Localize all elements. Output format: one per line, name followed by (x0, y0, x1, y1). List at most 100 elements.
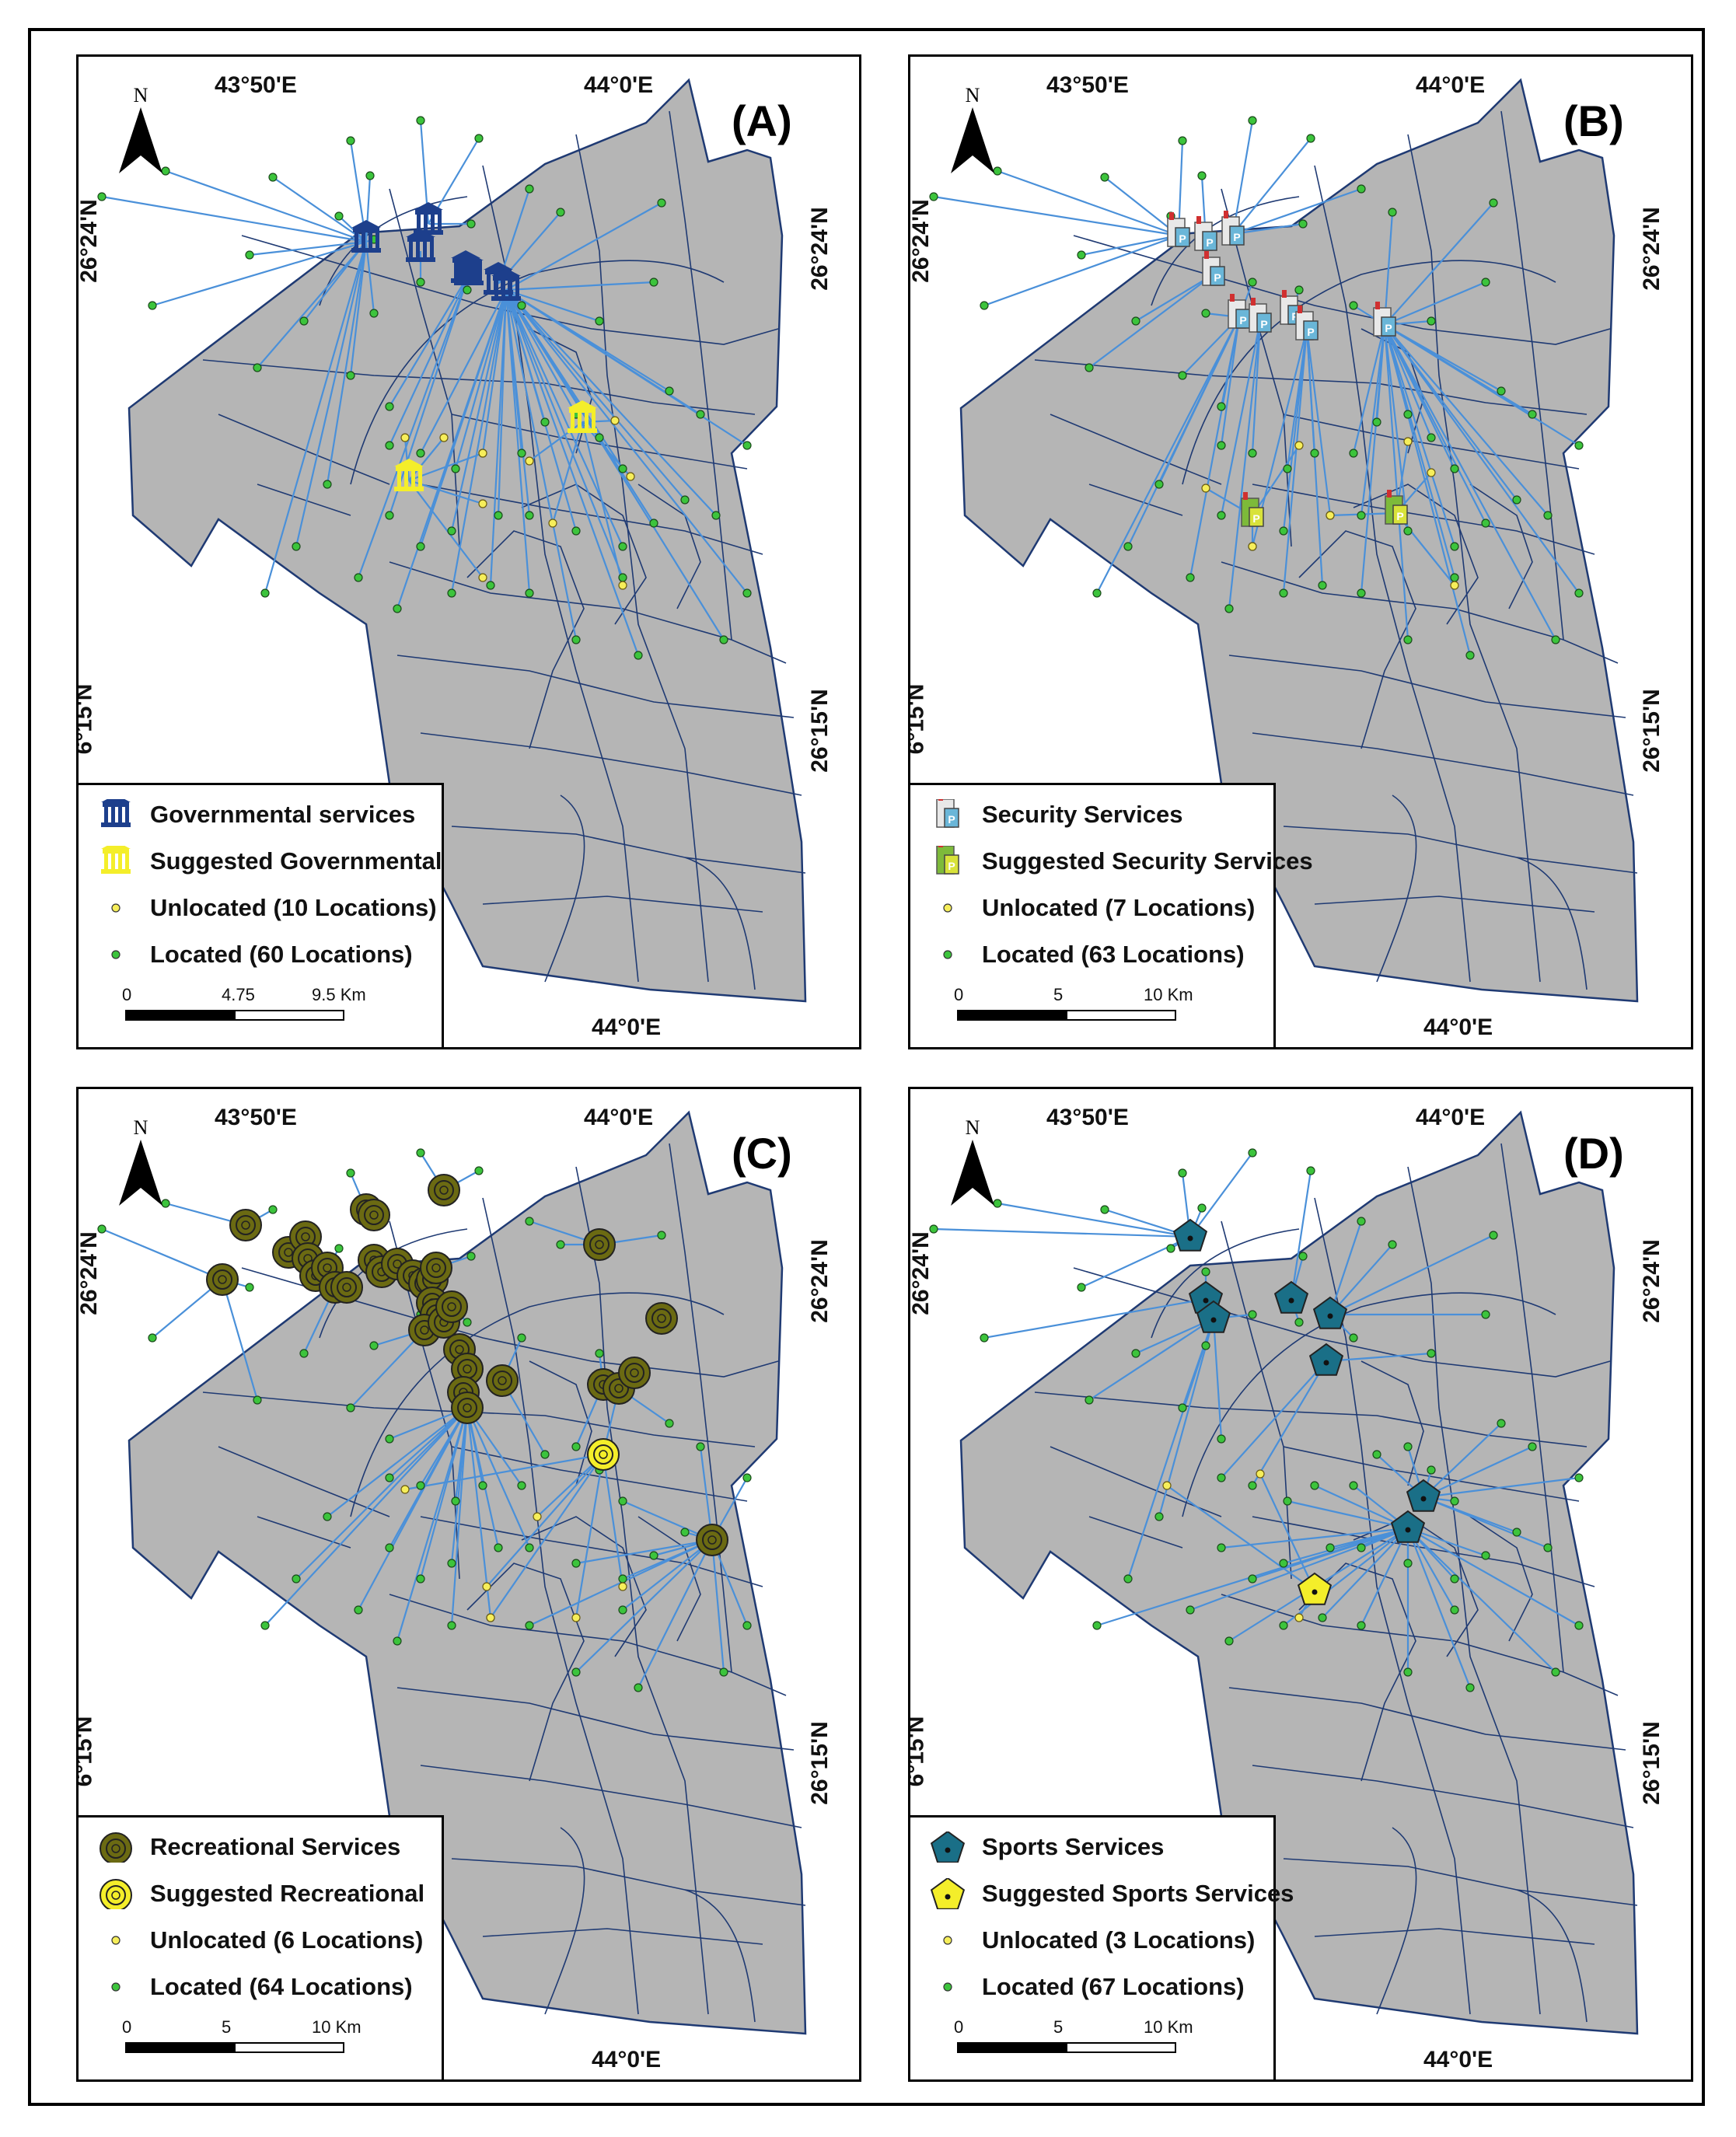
located-point (466, 1252, 476, 1261)
located-point (1489, 1231, 1498, 1240)
located-point (618, 1496, 627, 1506)
located-point (1574, 1621, 1584, 1630)
located-point (1178, 371, 1187, 380)
legend-item: Unlocated (7 Locations) (926, 892, 1255, 924)
located-point (1349, 449, 1358, 458)
located-point (393, 1636, 402, 1646)
located-point (649, 278, 658, 287)
north-arrow-icon (951, 1140, 994, 1206)
located-point (980, 1333, 989, 1343)
located-point (1123, 542, 1133, 551)
unlocated-point (1248, 542, 1257, 551)
located-point (517, 301, 526, 310)
unlocated-point-icon (94, 1925, 138, 1956)
located-point (346, 371, 355, 380)
legend-label: Unlocated (10 Locations) (150, 894, 437, 921)
located-point (447, 1559, 456, 1568)
north-arrow: N (117, 84, 164, 181)
located-point (1178, 1403, 1187, 1412)
located-point (1217, 441, 1226, 450)
located-point (1372, 1450, 1381, 1459)
located-point (1349, 1481, 1358, 1490)
located-point (696, 1442, 705, 1451)
suggested-sports-pentagon-icon (926, 1878, 969, 1909)
located-point (1497, 386, 1506, 396)
located-point-icon (926, 939, 969, 970)
map-panel-c: 43°50'E 44°0'E 44°0'E 26°24'N 6°15'N 26°24'N 2… (76, 1087, 861, 2082)
located-point (245, 250, 254, 260)
legend-label: Recreational Services (150, 1833, 401, 1860)
city-area (127, 1110, 807, 2035)
located-point (1248, 1148, 1257, 1158)
unlocated-point (533, 1512, 542, 1521)
located-point (268, 173, 278, 182)
located-point (1248, 116, 1257, 125)
located-point (1551, 1667, 1560, 1677)
lon-label-right: 44°0'E (1416, 72, 1486, 98)
recreational-circle-icon (94, 1831, 138, 1863)
located-point (466, 219, 476, 229)
located-point (595, 316, 604, 326)
located-point (1427, 1465, 1436, 1475)
panel-letter: (B) (1563, 96, 1624, 145)
located-point (1224, 1636, 1234, 1646)
located-point (148, 1333, 157, 1343)
located-point (97, 1224, 107, 1234)
unlocated-point (439, 433, 449, 442)
scale-bar: 0 5 10 Km (954, 2017, 1193, 2064)
svg-text:P: P (1396, 510, 1403, 522)
located-point (1248, 1574, 1257, 1584)
scale-label: 5 (1053, 2017, 1064, 2037)
located-point (1279, 526, 1288, 536)
located-point (618, 464, 627, 473)
lon-label-left: 43°50'E (1046, 72, 1129, 98)
unlocated-point (478, 449, 487, 458)
facilities (1172, 1218, 1441, 1605)
legend-label: Governmental services (150, 801, 416, 828)
legend-label: Suggested Sports Services (982, 1880, 1294, 1907)
located-point (980, 301, 989, 310)
located-point (525, 1543, 534, 1552)
unlocated-point (571, 1613, 581, 1622)
located-point (299, 316, 309, 326)
svg-text:P: P (1206, 236, 1213, 249)
service-links (101, 120, 748, 656)
located-point (540, 417, 550, 427)
located-point (463, 1318, 472, 1327)
located-point (323, 1512, 332, 1521)
located-point (416, 1481, 425, 1490)
legend-label: Sports Services (982, 1833, 1165, 1860)
located-point (1217, 1473, 1226, 1482)
located-point (634, 651, 643, 660)
located-point (416, 449, 425, 458)
located-point (1085, 1395, 1094, 1405)
demand-points (97, 116, 752, 660)
located-point (1403, 410, 1413, 419)
located-point (1481, 519, 1490, 528)
located-point (680, 1528, 690, 1537)
located-point (1512, 1528, 1521, 1537)
located-point (385, 1473, 394, 1482)
located-point (1450, 1605, 1459, 1615)
located-point (334, 1244, 344, 1253)
unlocated-point (478, 573, 487, 582)
located-point (354, 1605, 363, 1615)
located-point (385, 441, 394, 450)
located-point (365, 171, 375, 180)
located-point (346, 136, 355, 145)
unlocated-point (1201, 484, 1210, 493)
located-point (618, 1605, 627, 1615)
demand-points (929, 1148, 1584, 1692)
located-point (1154, 480, 1164, 489)
located-point (1574, 588, 1584, 598)
north-label: N (133, 84, 148, 107)
located-point (1372, 417, 1381, 427)
district-boundaries (202, 1143, 806, 2023)
located-point (665, 386, 674, 396)
located-point (1310, 449, 1319, 458)
located-point (369, 1341, 379, 1350)
legend-item: Located (64 Locations) (94, 1971, 413, 2003)
legend-item: Located (67 Locations) (926, 1971, 1245, 2003)
lat-label-lower-right: 26°15'N (1638, 1721, 1664, 1805)
located-point (1154, 1512, 1164, 1521)
